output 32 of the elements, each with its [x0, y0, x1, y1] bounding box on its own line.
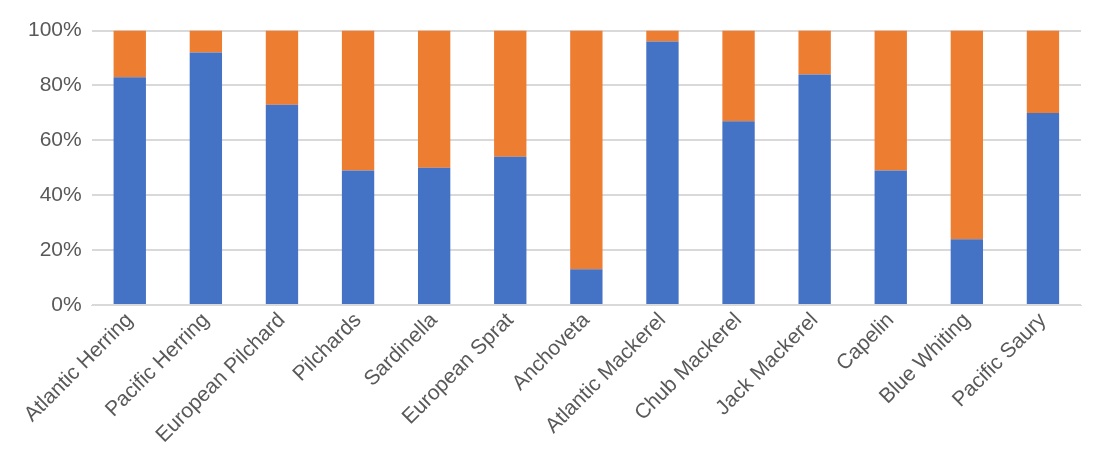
bar — [798, 74, 831, 305]
y-tick-label: 80% — [39, 72, 82, 96]
y-tick-label: 40% — [39, 182, 82, 206]
bar — [341, 30, 375, 171]
bar — [265, 30, 299, 105]
bar — [722, 121, 755, 305]
bar — [341, 170, 375, 305]
bar — [1026, 30, 1060, 113]
bar — [113, 30, 146, 78]
bar — [874, 170, 907, 305]
bar — [417, 167, 451, 305]
y-tick-label: 60% — [39, 127, 82, 151]
bar — [874, 30, 907, 171]
bar — [950, 239, 984, 305]
y-tick-label: 0% — [51, 291, 82, 315]
bar — [189, 52, 223, 305]
bar — [494, 156, 527, 305]
bar — [646, 41, 679, 305]
bar — [570, 269, 603, 305]
bar — [950, 30, 984, 240]
bar — [265, 104, 299, 305]
bar — [113, 77, 146, 305]
bar — [494, 30, 527, 157]
bar — [570, 30, 603, 270]
bar — [798, 30, 831, 75]
y-tick-label: 20% — [39, 236, 82, 260]
bar — [646, 30, 679, 42]
bar — [722, 30, 755, 122]
bar — [1026, 112, 1060, 305]
bar — [417, 30, 451, 168]
bar — [189, 30, 223, 53]
y-tick-label: 100% — [27, 17, 82, 41]
